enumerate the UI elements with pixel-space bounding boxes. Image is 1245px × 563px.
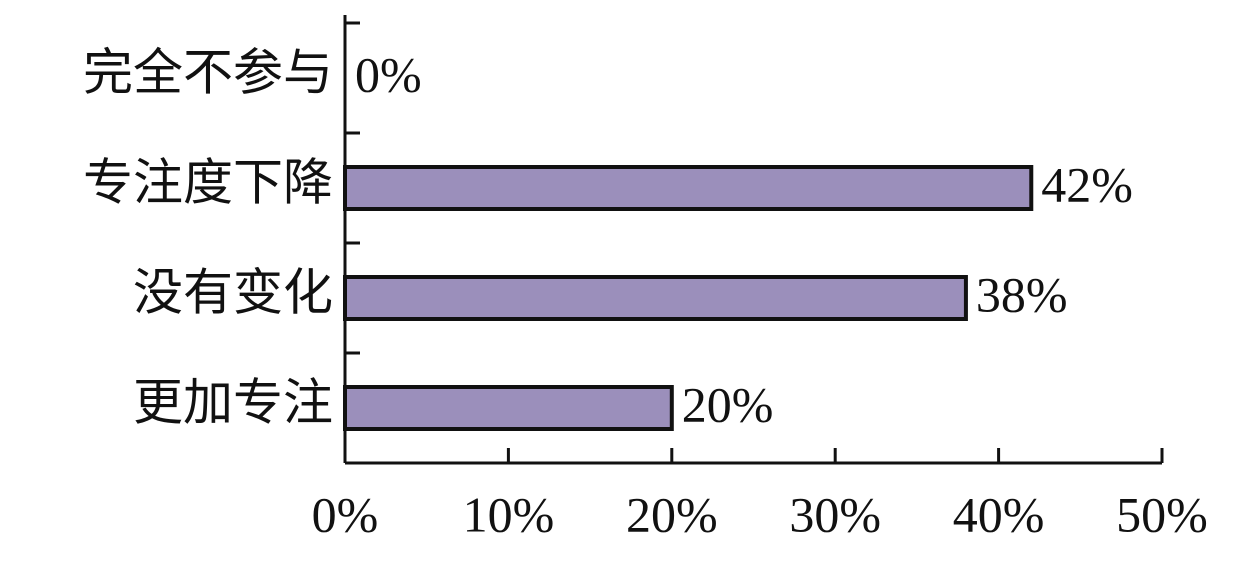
value-label: 0% [355,46,422,102]
bar [343,165,1034,211]
y-tick-label: 没有变化 [133,264,333,320]
bar [343,275,968,321]
x-tick-label: 40% [953,486,1045,542]
bar [343,385,674,431]
value-label: 20% [682,376,774,432]
y-tick-label: 完全不参与 [83,44,333,100]
x-tick-label: 0% [312,486,379,542]
value-label: 42% [1041,156,1133,212]
y-tick-label: 专注度下降 [83,154,333,210]
value-label: 38% [976,266,1068,322]
x-tick-label: 30% [789,486,881,542]
y-tick-label: 更加专注 [133,374,333,430]
x-tick-label: 50% [1116,486,1208,542]
x-tick-label: 20% [626,486,718,542]
x-tick-label: 10% [463,486,555,542]
